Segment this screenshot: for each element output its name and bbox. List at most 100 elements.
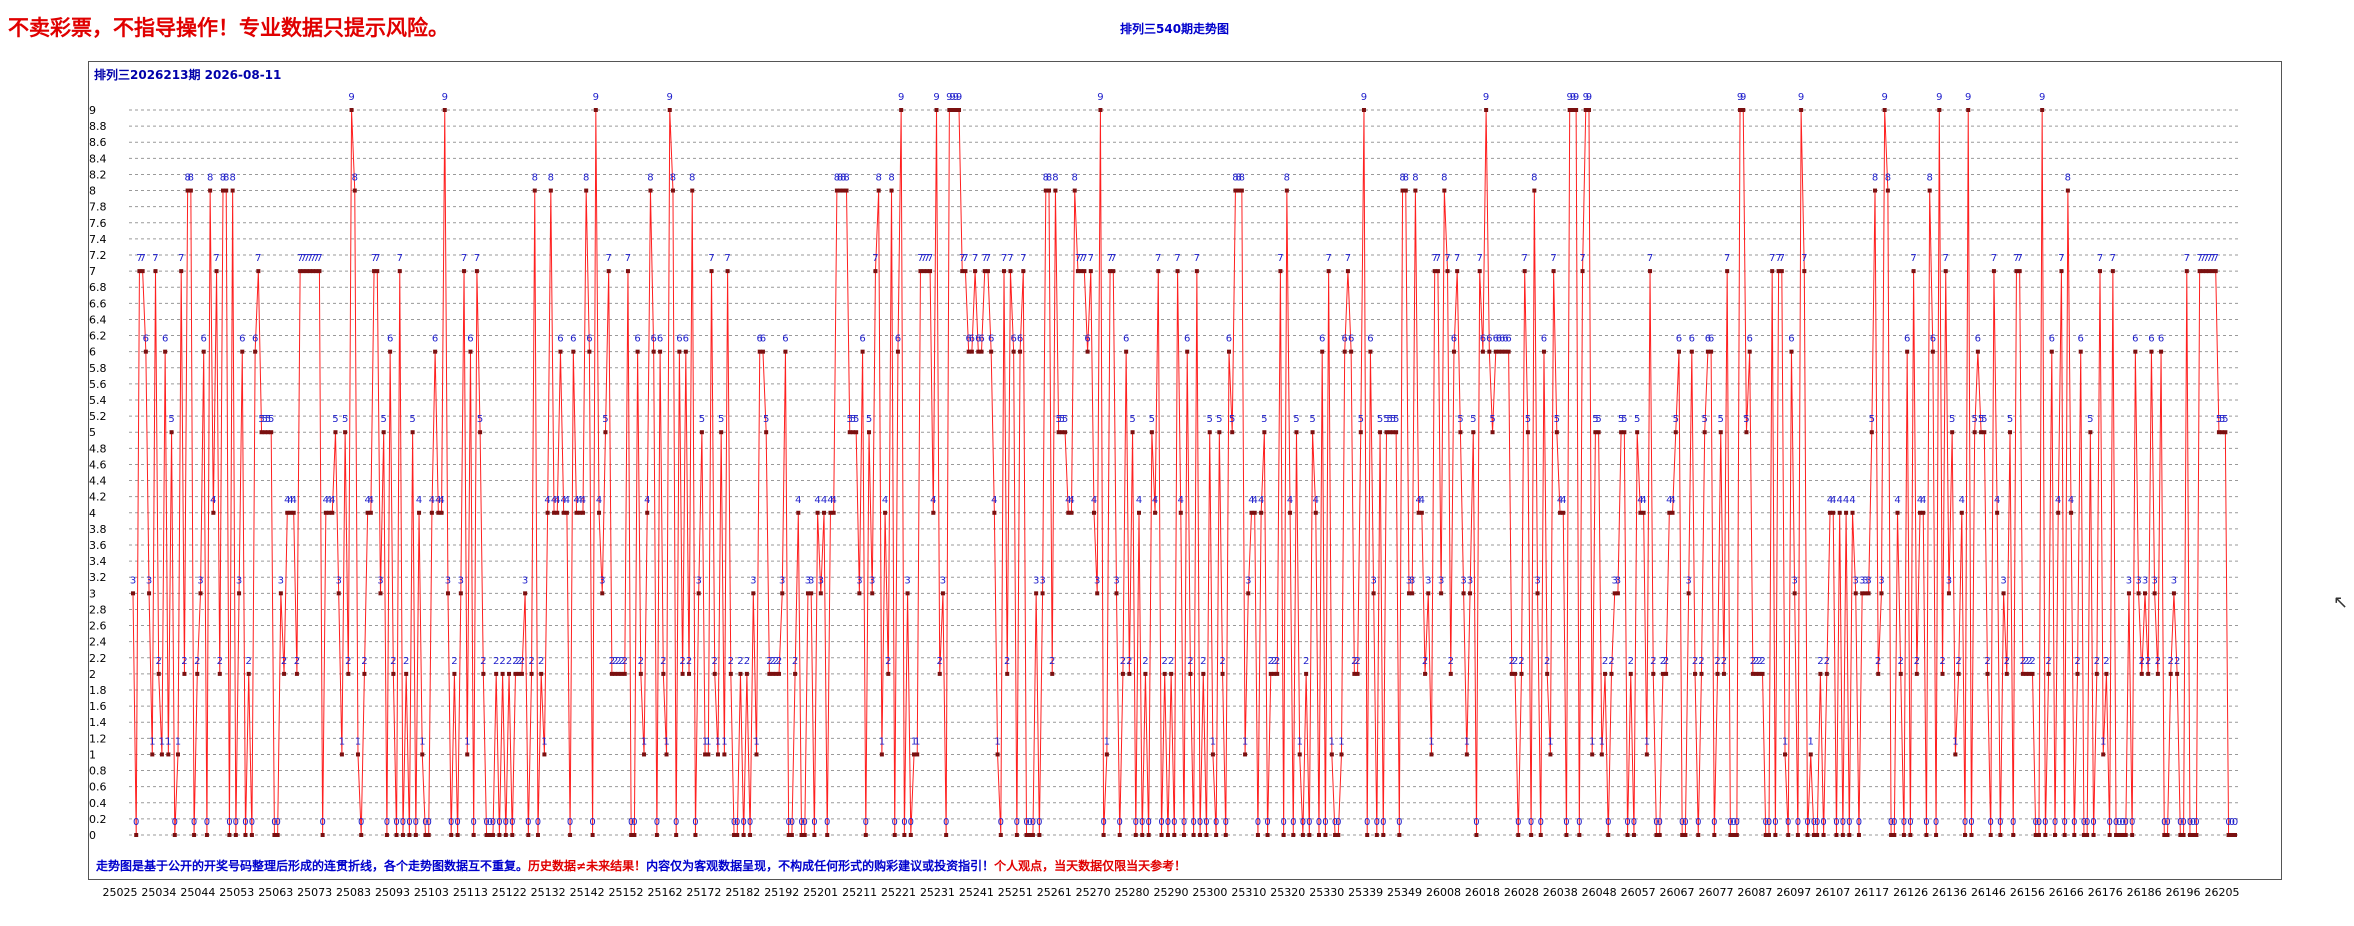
data-point (1410, 591, 1415, 596)
data-label: 0 (1538, 817, 1544, 828)
data-label: 0 (1811, 817, 1817, 828)
data-point (1043, 188, 1048, 193)
data-label: 0 (226, 817, 232, 828)
data-label: 8 (352, 173, 358, 184)
data-label: 0 (1563, 817, 1569, 828)
data-label: 0 (1145, 817, 1151, 828)
x-tick-label: 26048 (1582, 886, 1617, 899)
y-tick-label: 7 (89, 265, 96, 278)
data-label: 0 (1679, 817, 1685, 828)
x-tick-label: 26136 (1932, 886, 1967, 899)
data-label: 1 (149, 736, 155, 747)
data-label: 4 (2055, 495, 2061, 506)
data-label: 9 (898, 92, 904, 103)
data-label: 5 (268, 414, 274, 425)
data-label: 7 (461, 253, 467, 264)
data-label: 5 (1718, 414, 1724, 425)
data-label: 6 (1788, 334, 1794, 345)
data-point (825, 833, 830, 837)
data-label: 2 (2174, 656, 2180, 667)
data-point (1233, 188, 1238, 193)
data-point (433, 349, 438, 354)
data-label: 4 (1836, 495, 1842, 506)
y-tick-label: 6.6 (89, 297, 107, 310)
data-label: 6 (760, 334, 766, 345)
data-point (1063, 430, 1068, 435)
data-label: 1 (1644, 736, 1650, 747)
data-label: 0 (319, 817, 325, 828)
data-point (709, 269, 714, 274)
data-point (1654, 833, 1659, 837)
data-point (478, 430, 483, 435)
data-label: 3 (197, 575, 203, 586)
data-label: 4 (291, 495, 297, 506)
data-label: 0 (1133, 817, 1139, 828)
data-point (1635, 430, 1640, 435)
data-point (1477, 269, 1482, 274)
data-label: 0 (1280, 817, 1286, 828)
data-label: 0 (2071, 817, 2077, 828)
data-label: 5 (1358, 414, 1364, 425)
data-label: 2 (1126, 656, 1132, 667)
data-label: 0 (172, 817, 178, 828)
data-point (1207, 430, 1212, 435)
data-point (2008, 430, 2013, 435)
data-label: 7 (2206, 253, 2212, 264)
data-point (1937, 108, 1942, 112)
data-label: 2 (1721, 656, 1727, 667)
data-label: 3 (869, 575, 875, 586)
data-point (2043, 833, 2048, 837)
data-label: 2 (2155, 656, 2161, 667)
x-tick-label: 25073 (297, 886, 332, 899)
series-points (131, 108, 2237, 837)
data-point (1201, 671, 1206, 676)
data-point (2194, 833, 2199, 837)
data-point (1474, 833, 1479, 837)
data-point (343, 430, 348, 435)
data-point (455, 833, 460, 837)
data-point (1124, 349, 1129, 354)
data-label: 3 (856, 575, 862, 586)
y-tick-label: 2.2 (89, 652, 107, 665)
data-point (1278, 269, 1283, 274)
y-tick-label: 7.4 (89, 233, 107, 246)
data-label: 4 (364, 495, 370, 506)
data-label: 2 (660, 656, 666, 667)
data-label: 0 (1203, 817, 1209, 828)
data-label: 0 (2081, 817, 2087, 828)
data-point (1583, 108, 1588, 112)
x-tick-label: 25053 (219, 886, 254, 899)
data-point (400, 833, 405, 837)
data-point (1995, 510, 2000, 515)
data-label: 2 (345, 656, 351, 667)
data-label: 3 (1406, 575, 1412, 586)
data-label: 7 (313, 253, 319, 264)
data-point (208, 188, 213, 193)
data-point (1137, 510, 1142, 515)
data-label: 8 (1046, 173, 1052, 184)
data-label: 6 (965, 334, 971, 345)
data-point (1352, 671, 1357, 676)
data-label: 2 (1660, 656, 1666, 667)
data-label: 3 (1039, 575, 1045, 586)
data-label: 4 (2068, 495, 2074, 506)
data-point (1175, 269, 1180, 274)
data-label: 8 (583, 173, 589, 184)
data-point (786, 833, 791, 837)
data-point (654, 833, 659, 837)
data-label: 3 (695, 575, 701, 586)
y-tick-label: 1.2 (89, 732, 107, 745)
data-label: 0 (567, 817, 573, 828)
data-label: 6 (1496, 334, 1502, 345)
data-label: 2 (1518, 656, 1524, 667)
data-point (172, 833, 177, 837)
data-label: 2 (1168, 656, 1174, 667)
data-label: 8 (837, 173, 843, 184)
data-label: 0 (2129, 817, 2135, 828)
x-tick-label: 25034 (141, 886, 176, 899)
data-point (384, 833, 389, 837)
data-label: 0 (1653, 817, 1659, 828)
data-point (1259, 510, 1264, 515)
x-tick-label: 25330 (1309, 886, 1344, 899)
data-point (2036, 833, 2041, 837)
